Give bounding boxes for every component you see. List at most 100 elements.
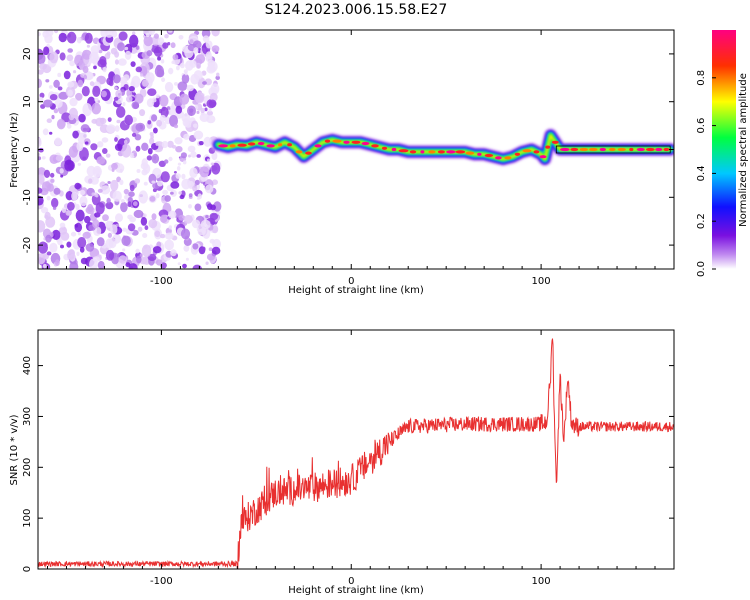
noise-blob [203,136,212,147]
noise-blob [186,84,194,92]
noise-blob [211,151,218,161]
noise-blob [114,59,119,65]
noise-blob [96,156,106,165]
colorbar-gradient [712,30,736,269]
noise-blob [51,114,55,120]
noise-blob [90,45,100,54]
noise-blob [182,160,187,165]
noise-blob [118,31,128,41]
noise-blob [58,32,67,43]
noise-blob [115,213,123,223]
noise-blob [216,72,220,77]
noise-blob [55,155,64,162]
noise-blob [205,40,213,49]
noise-blob [122,227,127,232]
noise-blob [81,86,90,97]
noise-blob [143,30,153,36]
noise-blob [102,66,107,73]
noise-blob [164,81,174,93]
noise-blob [170,249,177,257]
ridge-hotspot [371,144,379,148]
ridge-hotspot [539,155,547,159]
noise-blob [106,124,116,134]
noise-blob [92,85,101,97]
noise-blob [178,214,186,221]
noise-blob [66,31,77,44]
x-tick-label: 0 [348,276,354,287]
ridge-hotspot [218,144,229,148]
noise-blob [187,145,196,153]
noise-blob [72,130,79,139]
noise-blob [205,51,212,60]
noise-blob [111,162,118,170]
ridge-hotspot [332,139,342,143]
noise-blob [92,256,100,263]
noise-blob [153,46,163,57]
noise-blob [168,156,173,162]
noise-blob [164,34,169,39]
noise-blob [192,185,198,192]
noise-blob [151,213,157,221]
noise-blob [130,81,136,88]
y-tick-label: 200 [22,458,33,477]
noise-blob [99,56,107,66]
noise-blob [179,194,185,200]
noise-blob [168,210,177,219]
noise-blob [92,219,100,229]
noise-blob [195,54,206,64]
noise-blob [73,70,77,74]
noise-blob [167,30,173,33]
noise-blob [206,158,211,162]
y-tick-label: -20 [22,237,33,253]
noise-blob [76,141,84,152]
noise-blob [77,79,84,88]
noise-blob [61,207,67,214]
noise-blob [118,58,127,66]
noise-blob [146,155,153,161]
noise-blob [205,184,214,194]
y-tick-label: 100 [22,509,33,528]
noise-blob [53,79,60,88]
ridge-band [211,128,674,167]
noise-blob [67,89,73,97]
noise-blob [79,246,85,253]
noise-blob [205,261,209,265]
noise-blob [119,179,124,186]
ridge-hotspot [570,147,579,152]
noise-blob [151,153,160,164]
noise-blob [68,145,78,158]
colorbar-tick-label: 0.8 [696,70,707,86]
noise-blob [107,117,112,122]
noise-blob [210,204,217,211]
noise-blob [170,181,180,189]
noise-blob [200,107,205,114]
noise-blob [90,143,98,151]
noise-blob [70,231,77,237]
noise-blob [170,191,174,195]
noise-blob [128,263,138,269]
noise-blob [208,99,217,108]
noise-blob [201,70,207,76]
noise-blob [162,42,169,49]
noise-blob [107,181,111,184]
noise-blob [160,59,165,64]
noise-blob [41,156,46,160]
noise-blob [69,97,78,107]
noise-blob [46,118,52,123]
noise-blob [131,101,140,110]
noise-blob [173,124,179,129]
noise-blob [106,77,113,86]
noise-blob [155,259,163,266]
noise-blob [208,247,213,251]
noise-blob [118,255,128,264]
noise-blob [194,91,205,104]
ridge-hotspot [617,147,626,152]
ridge-hotspot [645,147,655,152]
noise-blob [38,52,46,65]
noise-blob [127,223,136,232]
noise-blob [212,48,217,53]
noise-blob [77,162,82,166]
noise-blob [95,202,105,215]
noise-blob [140,73,144,77]
noise-blob [192,243,199,250]
